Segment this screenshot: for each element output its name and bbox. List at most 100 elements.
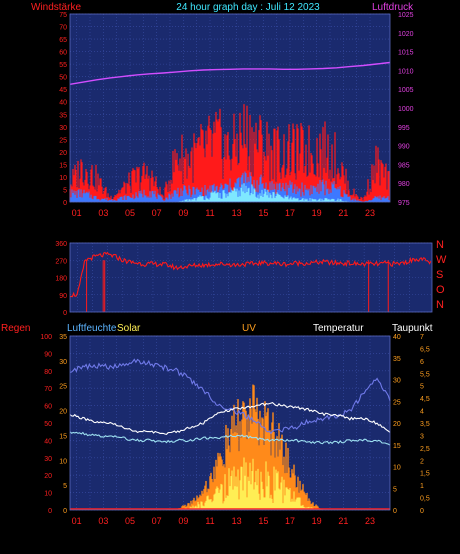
y-left-tick: 0 bbox=[63, 200, 67, 207]
x-tick-label: 03 bbox=[98, 516, 108, 526]
y-left-tick: 50 bbox=[59, 75, 67, 82]
temperature-tick: 15 bbox=[393, 443, 401, 450]
rain-tick: 60 bbox=[44, 404, 52, 411]
temperature-tick: 40 bbox=[393, 334, 401, 341]
dewpoint-tick: 2,5 bbox=[420, 446, 430, 453]
rain-tick: 50 bbox=[44, 421, 52, 428]
x-tick-label: 19 bbox=[312, 208, 322, 218]
x-tick-label: 05 bbox=[125, 516, 135, 526]
x-tick-label: 01 bbox=[72, 208, 82, 218]
y-left-tick: 25 bbox=[59, 137, 67, 144]
compass-label: O bbox=[436, 284, 445, 296]
y-right-tick: 1025 bbox=[398, 12, 414, 19]
rain-tick: 0 bbox=[48, 508, 52, 515]
x-tick-label: 13 bbox=[232, 516, 242, 526]
x-tick-label: 07 bbox=[152, 208, 162, 218]
y-right-tick: 1020 bbox=[398, 31, 414, 38]
x-tick-label: 09 bbox=[178, 208, 188, 218]
bottom-regen-title: Regen bbox=[1, 323, 30, 334]
y-right-tick: 1005 bbox=[398, 87, 414, 94]
humidity-tick: 0 bbox=[63, 508, 67, 515]
dewpoint-tick: 0 bbox=[420, 508, 424, 515]
bottom-temperatur-title: Temperatur bbox=[313, 323, 364, 334]
wind-low-series bbox=[176, 183, 350, 202]
direction-tick: 180 bbox=[55, 276, 67, 283]
dewpoint-tick: 6 bbox=[420, 359, 424, 366]
dewpoint-tick: 4 bbox=[420, 409, 424, 416]
y-left-tick: 55 bbox=[59, 62, 67, 69]
humidity-tick: 15 bbox=[59, 433, 67, 440]
y-left-tick: 70 bbox=[59, 25, 67, 32]
humidity-tick: 30 bbox=[59, 359, 67, 366]
y-left-tick: 65 bbox=[59, 37, 67, 44]
humidity-line bbox=[69, 358, 391, 435]
uv-series bbox=[176, 457, 324, 510]
y-left-tick: 15 bbox=[59, 162, 67, 169]
y-left-tick: 30 bbox=[59, 125, 67, 132]
dewpoint-line bbox=[69, 431, 391, 446]
y-right-tick: 975 bbox=[398, 200, 410, 207]
panel-border-top bbox=[69, 13, 391, 203]
x-tick-label: 21 bbox=[338, 208, 348, 218]
rain-tick: 100 bbox=[40, 334, 52, 341]
y-right-tick: 995 bbox=[398, 125, 410, 132]
wind-direction-line bbox=[69, 251, 432, 298]
y-right-tick: 990 bbox=[398, 144, 410, 151]
dewpoint-tick: 3 bbox=[420, 433, 424, 440]
x-tick-label: 17 bbox=[285, 208, 295, 218]
temperature-tick: 20 bbox=[393, 421, 401, 428]
x-tick-label: 21 bbox=[338, 516, 348, 526]
x-tick-label: 03 bbox=[98, 208, 108, 218]
rain-tick: 30 bbox=[44, 456, 52, 463]
y-left-tick: 45 bbox=[59, 87, 67, 94]
direction-tick: 0 bbox=[63, 310, 67, 317]
y-right-tick: 1000 bbox=[398, 106, 414, 113]
x-tick-label: 15 bbox=[258, 516, 268, 526]
temperature-tick: 35 bbox=[393, 356, 401, 363]
bottom-solar-title: Solar bbox=[117, 323, 141, 334]
humidity-tick: 5 bbox=[63, 483, 67, 490]
x-tick-label: 11 bbox=[205, 516, 214, 526]
y-left-tick: 5 bbox=[63, 187, 67, 194]
direction-tick: 90 bbox=[59, 293, 67, 300]
y-right-tick: 980 bbox=[398, 181, 410, 188]
y-left-tick: 60 bbox=[59, 50, 67, 57]
humidity-tick: 35 bbox=[59, 334, 67, 341]
rain-tick: 70 bbox=[44, 386, 52, 393]
humidity-tick: 10 bbox=[59, 458, 67, 465]
temperature-line bbox=[69, 401, 391, 436]
dewpoint-tick: 5,5 bbox=[420, 371, 430, 378]
y-right-tick: 1015 bbox=[398, 50, 414, 57]
temperature-tick: 10 bbox=[393, 465, 401, 472]
y-right-tick: 985 bbox=[398, 162, 410, 169]
x-tick-label: 13 bbox=[232, 208, 242, 218]
dewpoint-tick: 3,5 bbox=[420, 421, 430, 428]
dewpoint-tick: 5 bbox=[420, 384, 424, 391]
dewpoint-tick: 0,5 bbox=[420, 496, 430, 503]
temperature-tick: 30 bbox=[393, 378, 401, 385]
humidity-tick: 20 bbox=[59, 409, 67, 416]
dewpoint-tick: 1,5 bbox=[420, 471, 430, 478]
bottom-luftfeuchte-title: Luftfeuchte bbox=[67, 323, 117, 334]
panel-border-mid bbox=[69, 242, 433, 313]
dewpoint-tick: 1 bbox=[420, 483, 424, 490]
direction-tick: 360 bbox=[55, 241, 67, 248]
compass-label: N bbox=[436, 299, 444, 311]
x-tick-label: 19 bbox=[312, 516, 322, 526]
bottom-taupunkt-title: Taupunkt bbox=[392, 323, 433, 334]
panel-border-bot bbox=[69, 335, 391, 511]
x-tick-label: 23 bbox=[365, 516, 375, 526]
dewpoint-tick: 7 bbox=[420, 334, 424, 341]
x-tick-label: 07 bbox=[152, 516, 162, 526]
y-left-tick: 20 bbox=[59, 150, 67, 157]
y-left-tick: 75 bbox=[59, 12, 67, 19]
x-tick-label: 17 bbox=[285, 516, 295, 526]
y-left-tick: 35 bbox=[59, 112, 67, 119]
x-tick-label: 09 bbox=[178, 516, 188, 526]
y-left-tick: 40 bbox=[59, 100, 67, 107]
y-left-tick: 10 bbox=[59, 175, 67, 182]
humidity-tick: 25 bbox=[59, 384, 67, 391]
temperature-tick: 25 bbox=[393, 399, 401, 406]
temperature-tick: 0 bbox=[393, 508, 397, 515]
